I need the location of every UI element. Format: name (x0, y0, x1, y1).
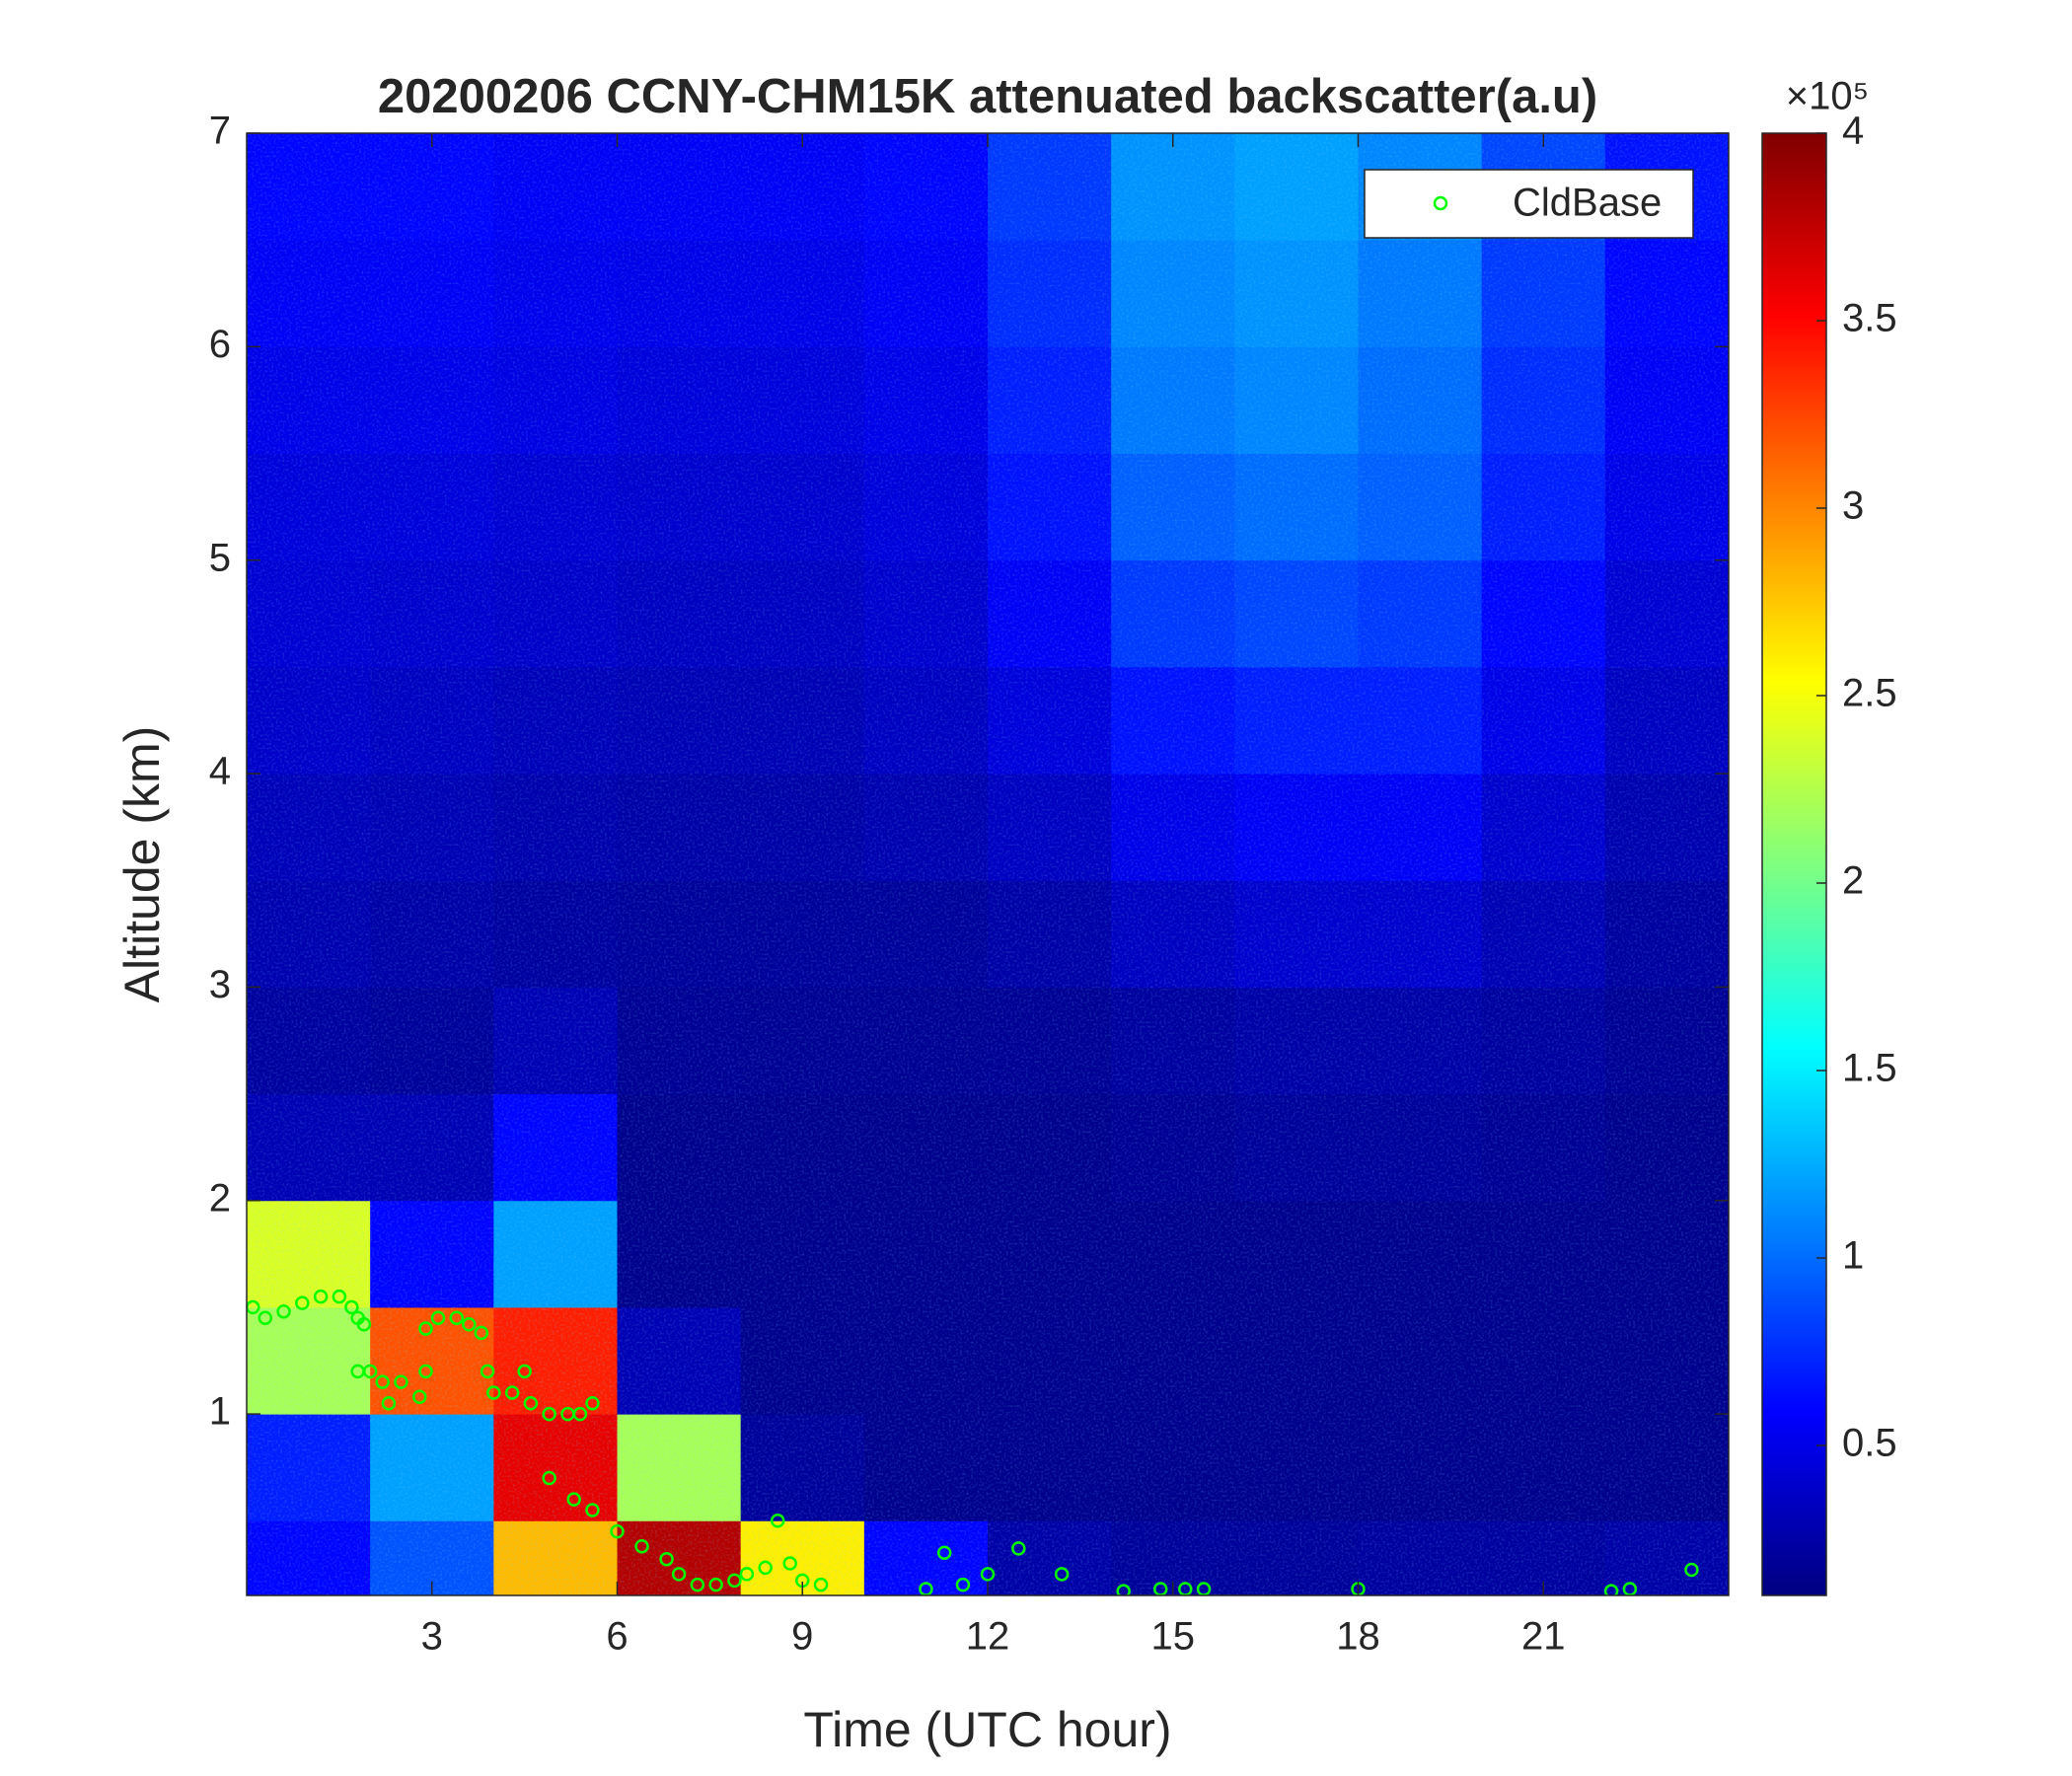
y-tick-label: 1 (209, 1390, 231, 1434)
legend-marker (1433, 195, 1448, 211)
cloud-base-point (542, 1470, 556, 1486)
cloud-base-point (758, 1560, 773, 1576)
cloud-base-point (659, 1551, 674, 1567)
cloud-base-point (813, 1577, 829, 1592)
cloud-base-point (480, 1364, 495, 1379)
y-tick-label: 7 (209, 110, 231, 153)
cloud-base-point (610, 1523, 625, 1539)
cloud-base-point (1684, 1562, 1699, 1578)
cloud-base-point (276, 1304, 291, 1319)
x-tick-label: 21 (1521, 1615, 1566, 1659)
cloud-base-point (356, 1316, 372, 1332)
y-tick-label: 5 (209, 536, 231, 579)
x-tick-label: 9 (791, 1615, 813, 1659)
colorbar-tick-label: 1 (1842, 1234, 1864, 1278)
colorbar-exponent: ×10⁵ (1786, 75, 1869, 118)
colorbar-tick-label: 4 (1842, 110, 1864, 153)
legend-label: CldBase (1513, 182, 1662, 225)
cloud-base-point (782, 1556, 797, 1571)
cloud-base-point (504, 1385, 520, 1400)
cloud-base-point (258, 1310, 273, 1325)
x-tick-label: 15 (1151, 1615, 1196, 1659)
cloud-base-point (572, 1406, 588, 1422)
cloud-base-point (486, 1385, 501, 1400)
cloud-base-point (1603, 1584, 1619, 1595)
colorbar-tick-label: 3.5 (1842, 297, 1897, 340)
cloud-base-point (1011, 1541, 1026, 1556)
y-tick-label: 3 (209, 963, 231, 1006)
cloud-base-point (430, 1310, 446, 1325)
cloud-base-point (634, 1538, 649, 1554)
y-tick-label: 6 (209, 323, 231, 366)
cloud-base-point (690, 1577, 705, 1592)
y-axis-label: Altitude (km) (114, 726, 170, 1003)
cloud-base-point (936, 1545, 952, 1560)
cloud-base-point (585, 1503, 600, 1517)
cloud-base-point (523, 1396, 539, 1411)
y-tick-label: 4 (209, 750, 231, 793)
x-tick-label: 12 (966, 1615, 1010, 1659)
cloud-base-point (381, 1396, 397, 1411)
cloud-base-point (566, 1492, 581, 1507)
cloud-base-point (727, 1573, 742, 1589)
cloud-base-point (313, 1289, 329, 1304)
cloud-base-point (418, 1364, 433, 1379)
cloud-base-point (462, 1316, 477, 1332)
legend-box (1364, 169, 1694, 239)
cloud-base-point (517, 1364, 532, 1379)
chart-title: 20200206 CCNY-CHM15K attenuated backscat… (378, 70, 1597, 123)
cloud-base-point (344, 1299, 359, 1315)
cloud-base-point (474, 1325, 489, 1341)
y-tick-label: 2 (209, 1176, 231, 1220)
colorbar (1761, 132, 1827, 1596)
cloud-base-point (449, 1310, 465, 1325)
cloud-base-point (739, 1567, 755, 1582)
colorbar-tick-label: 2 (1842, 859, 1864, 903)
x-tick-label: 6 (606, 1615, 628, 1659)
cloud-base-point (295, 1295, 310, 1310)
cloud-base-point (980, 1567, 996, 1582)
speckle-texture (247, 133, 1729, 1595)
cloud-base-point (332, 1289, 347, 1304)
colorbar-tick-label: 0.5 (1842, 1422, 1897, 1465)
cloud-base-point (1116, 1584, 1131, 1595)
colorbar-tick-label: 2.5 (1842, 672, 1897, 715)
x-axis-label: Time (UTC hour) (803, 1702, 1171, 1757)
cloud-base-point (542, 1406, 556, 1422)
x-tick-label: 3 (421, 1615, 443, 1659)
cloud-base-point (1054, 1567, 1070, 1582)
legend: CldBase (1364, 169, 1694, 239)
cloud-base-point (770, 1514, 785, 1528)
x-tick-label: 18 (1336, 1615, 1380, 1659)
cloud-base-point (362, 1364, 378, 1379)
cloud-base-point (585, 1396, 600, 1411)
cloud-base-point (955, 1577, 971, 1592)
colorbar-tick-label: 1.5 (1842, 1047, 1897, 1090)
colorbar-tick-label: 3 (1842, 484, 1864, 528)
cloud-base-point (375, 1374, 390, 1389)
cloud-base-point (394, 1374, 408, 1389)
cloud-base-point (708, 1577, 723, 1592)
cloud-base-point (418, 1321, 433, 1336)
cloud-base-point (411, 1389, 427, 1405)
cloud-base-point (671, 1567, 687, 1582)
